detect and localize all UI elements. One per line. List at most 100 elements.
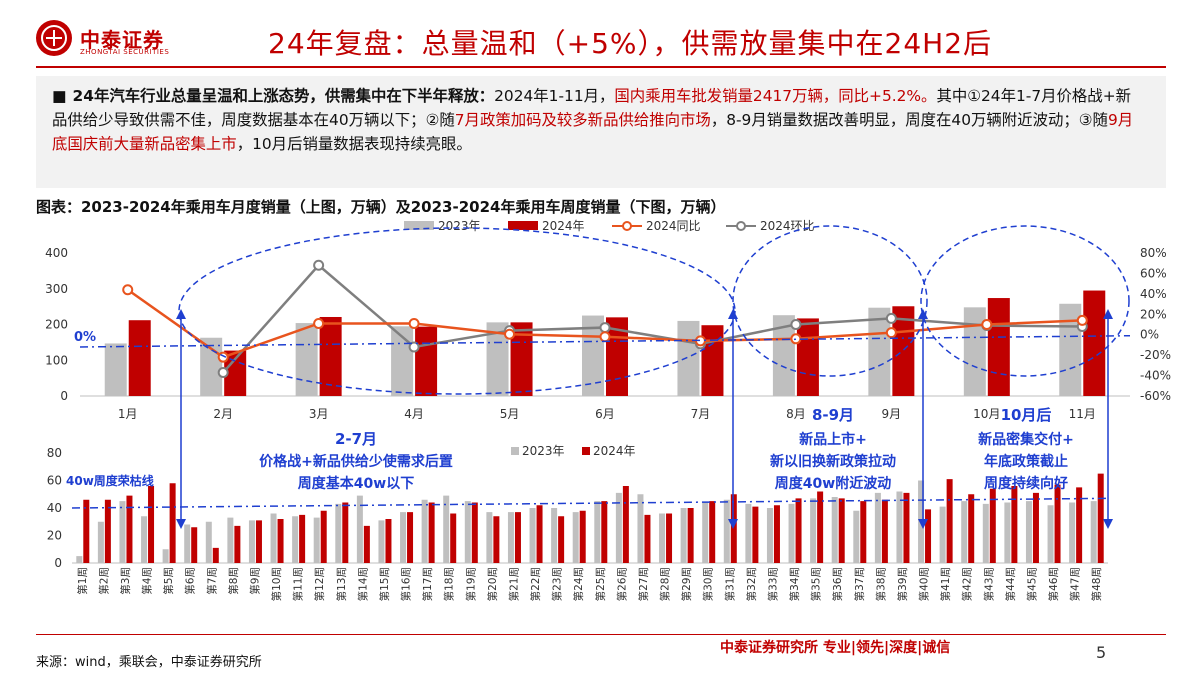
weekly-x-label: 第30周 — [702, 567, 715, 601]
weekly-x-label: 第29周 — [680, 567, 693, 601]
brand-name: 中泰证券 — [80, 28, 164, 52]
weekly-x-label: 第26周 — [615, 567, 628, 601]
weekly-x-label: 第48周 — [1090, 567, 1103, 601]
weekly-x-label: 第3周 — [119, 567, 132, 595]
weekly-bar-2024 — [299, 514, 306, 563]
weekly-bar-2024 — [255, 520, 262, 563]
weekly-bar-2023 — [1004, 502, 1011, 563]
weekly-x-label: 第16周 — [400, 567, 413, 601]
weekly-bar-2024 — [407, 512, 414, 563]
legend-swatch-2023 — [404, 221, 434, 230]
weekly-x-label: 第43周 — [982, 567, 995, 601]
monthly-right-tick: 20% — [1140, 307, 1167, 321]
highlight-ellipse-2-7 — [178, 227, 736, 395]
weekly-y-axis: 0 20 40 60 80 — [47, 446, 62, 570]
weekly-legend-swatch-2024 — [582, 447, 590, 455]
monthly-bar-2023 — [772, 315, 795, 396]
summary-box: ■ 24年汽车行业总量呈温和上涨态势，供需集中在下半年释放：2024年1-11月，… — [36, 76, 1166, 188]
weekly-40w-label: 40w周度荣枯线 — [66, 473, 154, 488]
monthly-bar-2023 — [963, 307, 986, 396]
monthly-bar-2023 — [486, 322, 509, 396]
weekly-bar-2023 — [1069, 502, 1076, 563]
weekly-bar-2024 — [493, 516, 500, 563]
monthly-point — [313, 317, 325, 329]
monthly-bar-2023 — [200, 337, 223, 396]
annotation-2-7-title: 2-7月 — [335, 430, 377, 448]
weekly-x-label: 第47周 — [1069, 567, 1082, 601]
monthly-bar-2024 — [224, 350, 247, 396]
weekly-bar-2023 — [335, 503, 342, 563]
summary-highlight-3: 9月底国庆前大量新品密集上市 — [52, 111, 1134, 153]
weekly-x-label: 第15周 — [378, 567, 391, 601]
range-arrows — [176, 309, 1113, 529]
monthly-bar-2024 — [1083, 290, 1106, 396]
weekly-x-label: 第13周 — [335, 567, 348, 601]
weekly-x-label: 第20周 — [486, 567, 499, 601]
weekly-bar-2023 — [400, 512, 407, 563]
annotation-10-line3: 周度持续向好 — [984, 475, 1068, 492]
weekly-bar-2024 — [126, 495, 133, 563]
monthly-bars — [104, 290, 1106, 396]
weekly-bar-2024 — [1076, 487, 1083, 563]
weekly-bar-2023 — [205, 521, 212, 563]
annotation-10-line2: 年底政策截止 — [984, 453, 1068, 470]
highlight-ellipse-8-9 — [732, 225, 928, 377]
weekly-x-label: 第37周 — [853, 567, 866, 601]
weekly-bar-2024 — [601, 501, 608, 563]
weekly-bar-2023 — [486, 512, 493, 563]
monthly-x-label: 3月 — [309, 407, 329, 421]
bullet-icon: ■ — [52, 87, 67, 105]
title-divider — [36, 66, 1166, 68]
weekly-bar-2024 — [925, 509, 932, 563]
monthly-left-tick: 300 — [45, 282, 68, 296]
weekly-x-label: 第14周 — [356, 567, 369, 601]
weekly-bar-2023 — [702, 502, 709, 563]
weekly-bar-2023 — [76, 556, 83, 563]
weekly-legend-swatch-2023 — [511, 447, 519, 455]
weekly-bar-2024 — [838, 498, 845, 563]
monthly-right-axis: 80% 60% 40% 20% 0% -20% -40% -60% — [1140, 246, 1171, 403]
weekly-bar-2024 — [471, 502, 478, 563]
weekly-x-label: 第23周 — [551, 567, 564, 601]
weekly-bar-2024 — [881, 499, 888, 563]
weekly-bar-2023 — [356, 495, 363, 563]
weekly-bar-2023 — [615, 492, 622, 563]
annotation-8-9: 8-9月 新品上市+ 新以旧换新政策拉动 周度40w附近波动 — [770, 406, 896, 492]
weekly-bar-2023 — [421, 499, 428, 563]
weekly-bar-2024 — [968, 494, 975, 563]
weekly-x-label: 第28周 — [659, 567, 672, 601]
weekly-bar-2024 — [817, 491, 824, 563]
weekly-bar-2023 — [853, 510, 860, 563]
weekly-x-label: 第35周 — [810, 567, 823, 601]
weekly-bar-2023 — [723, 499, 730, 563]
annotation-2-7: 2-7月 价格战+新品供给少使需求后置 周度基本40w以下 — [259, 430, 453, 492]
monthly-line-mom — [222, 263, 1083, 374]
monthly-point — [122, 284, 134, 296]
weekly-bars — [76, 473, 1104, 563]
weekly-bar-2023 — [961, 501, 968, 563]
weekly-bar-2023 — [141, 516, 148, 563]
weekly-bar-2024 — [622, 486, 629, 563]
weekly-bar-2023 — [464, 501, 471, 563]
weekly-x-label: 第24周 — [572, 567, 585, 601]
weekly-x-label: 第40周 — [918, 567, 931, 601]
charts-canvas: 2023年 2024年 2024同比 2024环比 0100200300400 … — [45, 219, 1171, 601]
weekly-bar-2023 — [97, 521, 104, 563]
weekly-bar-2024 — [644, 514, 651, 563]
monthly-point — [504, 328, 516, 340]
monthly-legend: 2023年 2024年 2024同比 2024环比 — [404, 219, 815, 233]
weekly-x-label: 第44周 — [1004, 567, 1017, 601]
weekly-y-tick: 40 — [47, 501, 62, 515]
weekly-x-label: 第10周 — [270, 567, 283, 601]
weekly-bar-2024 — [730, 494, 737, 563]
weekly-bar-2023 — [378, 520, 385, 563]
monthly-point — [313, 259, 325, 271]
monthly-x-label: 9月 — [882, 407, 902, 421]
weekly-bar-2024 — [666, 513, 673, 563]
monthly-point — [1076, 314, 1088, 326]
weekly-x-label: 第19周 — [464, 567, 477, 601]
weekly-bar-2024 — [709, 501, 716, 563]
annotation-8-9-line2: 新以旧换新政策拉动 — [770, 453, 896, 470]
weekly-x-label: 第21周 — [507, 567, 520, 601]
monthly-bar-2023 — [295, 323, 318, 396]
